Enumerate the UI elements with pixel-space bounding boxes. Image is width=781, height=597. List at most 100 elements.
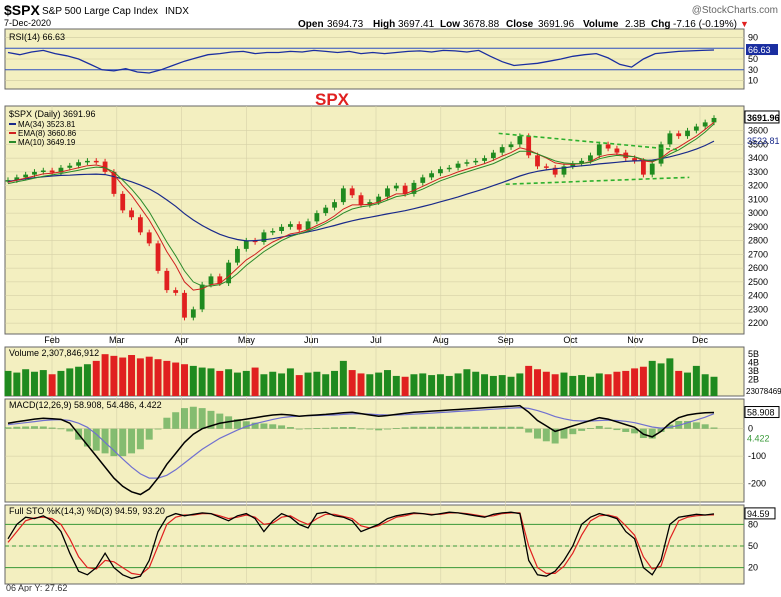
- volume-bar: [295, 375, 303, 396]
- candle-body: [182, 292, 187, 318]
- volume-bar: [701, 374, 709, 396]
- candle-body: [402, 185, 408, 194]
- price-tick-label: 2500: [748, 277, 768, 287]
- candle-body: [261, 232, 267, 242]
- volume-bar: [83, 364, 91, 396]
- candle-body: [5, 180, 11, 182]
- volume-bar: [419, 373, 427, 396]
- month-label: Mar: [109, 335, 125, 345]
- macd-hist-bar: [30, 426, 38, 429]
- volume-bar: [648, 360, 656, 396]
- rsi-tick-label: 90: [748, 32, 758, 42]
- macd-hist-bar: [313, 428, 321, 429]
- symbol-text: $SPX: [4, 2, 40, 18]
- volume-bar: [498, 375, 506, 396]
- close-label: Close: [506, 19, 534, 30]
- volume-bar: [472, 371, 480, 396]
- rsi-last-badge: [746, 44, 778, 56]
- volume-bar: [586, 376, 594, 396]
- volume-bar: [428, 375, 436, 396]
- macd-hist-bar: [216, 413, 224, 429]
- macd-hist-bar: [692, 422, 700, 429]
- candle-body: [526, 136, 532, 156]
- volume-value: 2.3B: [625, 19, 646, 30]
- volume-bar: [216, 370, 224, 396]
- macd-hist-bar: [189, 406, 197, 429]
- volume-bar: [145, 356, 153, 396]
- price-tick-label: 2200: [748, 318, 768, 328]
- month-label: Feb: [44, 335, 60, 345]
- ema8-line: [7, 121, 715, 291]
- volume-tick-label: 2B: [748, 374, 759, 384]
- macd-hist-bar: [57, 428, 65, 430]
- candle-body: [349, 188, 355, 196]
- macd-hist-bar: [613, 428, 621, 431]
- spx-annotation: SPX: [315, 90, 350, 109]
- macd-tick-label: -100: [748, 451, 766, 461]
- volume-bar: [463, 369, 471, 396]
- candle-body: [367, 202, 373, 205]
- chg-value: -7.16 (-0.19%): [673, 19, 737, 30]
- month-label: Jul: [370, 335, 382, 345]
- rsi-title: RSI(14) 66.63: [9, 32, 65, 42]
- volume-bar: [207, 368, 215, 396]
- sto-last-badge: [744, 507, 776, 520]
- volume-bar: [481, 374, 489, 396]
- candle-body: [490, 152, 496, 159]
- candle-body: [641, 160, 646, 175]
- candle-body: [270, 231, 276, 233]
- volume-bar: [604, 374, 612, 396]
- candle-body: [658, 144, 664, 164]
- candle-body: [32, 171, 37, 175]
- candle-body: [411, 182, 417, 194]
- macd-hist-bar: [569, 428, 577, 435]
- volume-bar: [286, 368, 294, 396]
- macd-hist-bar: [516, 426, 524, 429]
- candle-body: [146, 232, 152, 244]
- index-name: S&P 500 Large Cap Index: [42, 6, 158, 17]
- volume-bar: [560, 372, 568, 396]
- candle-body: [199, 284, 205, 310]
- macd-hist-bar: [410, 426, 418, 429]
- volume-bar: [163, 360, 171, 396]
- ma34-last-label: 3523.81: [747, 136, 780, 146]
- candle-body: [76, 162, 81, 166]
- price-tick-label: 2900: [748, 222, 768, 232]
- macd-hist-bar: [375, 428, 383, 431]
- candle-body: [693, 126, 699, 131]
- macd-hist-bar: [110, 428, 118, 457]
- macd-hist-bar: [172, 412, 180, 429]
- candle-body: [67, 165, 73, 168]
- macd-hist-bar: [392, 428, 400, 429]
- macd-hist-bar: [525, 428, 533, 433]
- candle-body: [508, 144, 514, 148]
- volume-bar: [101, 354, 109, 396]
- macd-line: [7, 404, 715, 496]
- month-label: Nov: [627, 335, 644, 345]
- volume-bar: [278, 373, 286, 396]
- macd-hist-bar: [136, 428, 144, 450]
- macd-hist-bar: [348, 427, 356, 429]
- macd-hist-bar: [154, 428, 162, 430]
- macd-hist-bar: [560, 428, 568, 439]
- macd-hist-bar: [66, 428, 74, 432]
- price-tick-label: 3100: [748, 194, 768, 204]
- macd-hist-bar: [198, 408, 206, 429]
- macd-hist-bar: [436, 426, 444, 429]
- macd-hist-bar: [710, 427, 718, 429]
- volume-bar: [30, 371, 38, 396]
- macd-title: MACD(12,26,9) 58.908, 54.486, 4.422: [9, 400, 162, 410]
- volume-bar: [242, 370, 250, 396]
- candle-body: [137, 217, 143, 233]
- macd-hist-bar: [269, 424, 277, 429]
- candle-body: [14, 177, 20, 181]
- volume-bar: [269, 371, 277, 396]
- watermark-text: @StockCharts.com: [692, 5, 778, 16]
- candle-body: [279, 226, 284, 231]
- volume-bar: [75, 366, 83, 396]
- price-title: $SPX (Daily) 3691.96: [9, 109, 96, 119]
- candle-body: [358, 195, 364, 205]
- macd-hist-bar: [472, 426, 480, 429]
- macd-hist-bar: [145, 428, 153, 440]
